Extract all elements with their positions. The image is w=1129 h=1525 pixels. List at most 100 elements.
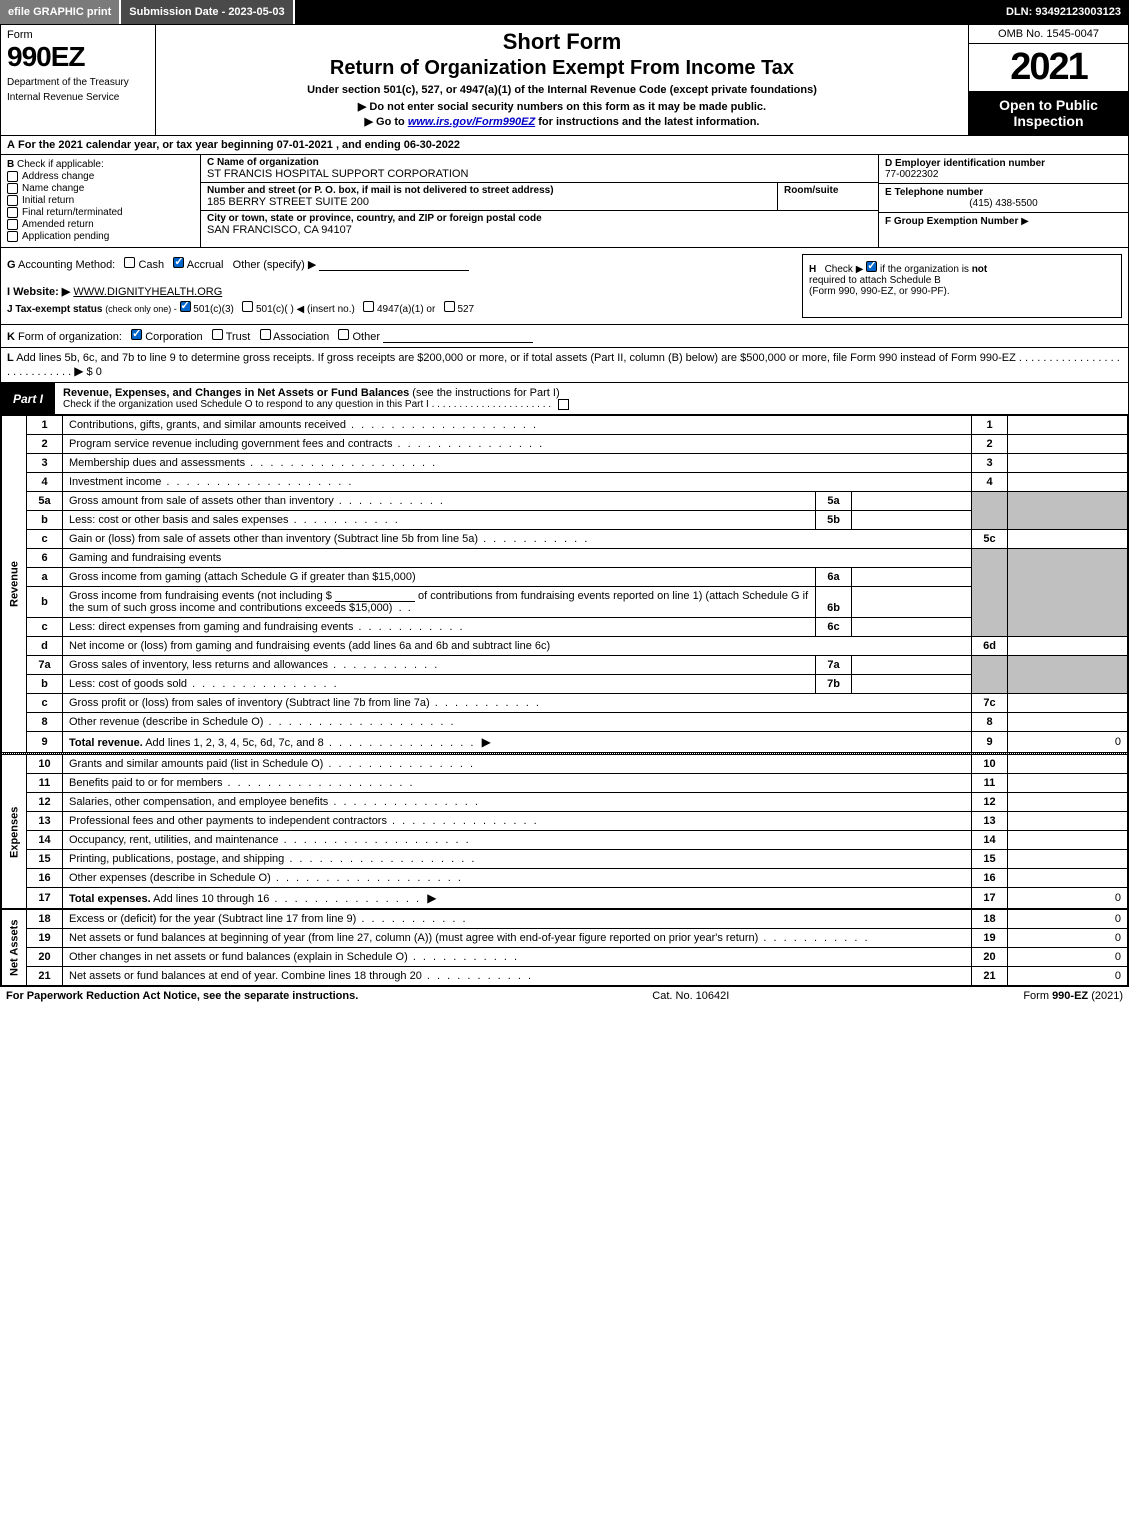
line-desc-text: Other revenue (describe in Schedule O) (69, 716, 456, 728)
line-12-row: 12 Salaries, other compensation, and emp… (2, 793, 1128, 812)
dept-irs: Internal Revenue Service (7, 92, 149, 103)
g-text: Accounting Method: (18, 259, 115, 271)
line-desc-text: Gross amount from sale of assets other t… (69, 495, 445, 507)
header-mid: Short Form Return of Organization Exempt… (156, 25, 968, 135)
gray-fill-cell (972, 492, 1008, 530)
checkbox-trust[interactable] (212, 329, 223, 340)
col-def: D Employer identification number 77-0022… (878, 155, 1128, 247)
line-6c-row: c Less: direct expenses from gaming and … (2, 618, 1128, 637)
group-exemption-row: F Group Exemption Number ▶ (879, 213, 1128, 230)
header-right: OMB No. 1545-0047 2021 Open to Public In… (968, 25, 1128, 135)
checkbox-4947[interactable] (363, 301, 374, 312)
line-9-bold: Total revenue. (69, 737, 143, 749)
line-box-num: 4 (972, 473, 1008, 492)
line-desc: Excess or (deficit) for the year (Subtra… (63, 910, 972, 929)
line-mid-val (852, 618, 972, 637)
efile-print-label: efile GRAPHIC print (8, 6, 111, 18)
line-mid-num: 6b (816, 587, 852, 618)
line-mid-num: 6c (816, 618, 852, 637)
city-row: City or town, state or province, country… (201, 211, 878, 238)
line-14-row: 14 Occupancy, rent, utilities, and maint… (2, 831, 1128, 850)
line-19-row: 19 Net assets or fund balances at beginn… (2, 929, 1128, 948)
schedule-o-checkbox[interactable] (558, 399, 569, 410)
open-to-public-inspection: Open to Public Inspection (969, 91, 1128, 135)
line-4-row: 4 Investment income 4 (2, 473, 1128, 492)
section-bcdef: B Check if applicable: Address change Na… (1, 155, 1128, 248)
col-b-checkboxes: B Check if applicable: Address change Na… (1, 155, 201, 247)
row-i-website: I Website: ▶ WWW.DIGNITYHEALTH.ORG (7, 285, 796, 298)
k-trust: Trust (226, 331, 251, 343)
checkbox-icon[interactable] (7, 219, 18, 230)
checkbox-other[interactable] (338, 329, 349, 340)
line-desc-text: Salaries, other compensation, and employ… (69, 796, 480, 808)
efile-print-cell: efile GRAPHIC print (0, 0, 121, 24)
footer-right-form: 990-EZ (1052, 990, 1088, 1002)
instruction-1: ▶ Do not enter social security numbers o… (164, 100, 960, 113)
line-box-num: 17 (972, 888, 1008, 909)
line-num: a (27, 568, 63, 587)
irs-link[interactable]: www.irs.gov/Form990EZ (408, 116, 535, 128)
row-a-label: A (7, 139, 15, 151)
part-1-title-paren: (see the instructions for Part I) (412, 387, 559, 399)
col-c-org-info: C Name of organization ST FRANCIS HOSPIT… (201, 155, 878, 247)
line-desc: Salaries, other compensation, and employ… (63, 793, 972, 812)
line-desc: Professional fees and other payments to … (63, 812, 972, 831)
line-desc-text: Grants and similar amounts paid (list in… (69, 758, 475, 770)
checkbox-501c[interactable] (242, 301, 253, 312)
arrow-icon: ▶ (427, 891, 436, 905)
line-box-val: 0 (1008, 910, 1128, 929)
row-h-box: H Check ▶ if the organization is not req… (802, 254, 1122, 318)
checkbox-icon[interactable] (7, 171, 18, 182)
footer-right-pre: Form (1023, 990, 1052, 1002)
line-desc-text: Printing, publications, postage, and shi… (69, 853, 476, 865)
line-desc: Less: direct expenses from gaming and fu… (63, 618, 816, 637)
checkbox-icon[interactable] (7, 183, 18, 194)
j-opt2b: ) ◀ (insert no.) (290, 304, 354, 315)
row-ghij: G Accounting Method: Cash Accrual Other … (1, 248, 1128, 325)
line-box-val (1008, 694, 1128, 713)
line-desc: Gross income from fundraising events (no… (63, 587, 816, 618)
line-desc-text: Benefits paid to or for members (69, 777, 415, 789)
line-box-val (1008, 869, 1128, 888)
checkbox-association[interactable] (260, 329, 271, 340)
checkbox-cash[interactable] (124, 257, 135, 268)
checkbox-icon[interactable] (7, 195, 18, 206)
line-box-val (1008, 774, 1128, 793)
checkbox-icon[interactable] (7, 207, 18, 218)
j-sub: (check only one) - (105, 304, 177, 314)
line-box-num: 8 (972, 713, 1008, 732)
net-assets-side-label: Net Assets (2, 910, 27, 986)
check-amended-return: Amended return (7, 219, 194, 230)
line-mid-val (852, 587, 972, 618)
checkbox-527[interactable] (444, 301, 455, 312)
line-num: 15 (27, 850, 63, 869)
line-desc: Program service revenue including govern… (63, 435, 972, 454)
footer-left: For Paperwork Reduction Act Notice, see … (6, 990, 358, 1002)
k-corp: Corporation (145, 331, 202, 343)
checkbox-501c3-checked[interactable] (180, 301, 191, 312)
checkbox-schedule-b-checked[interactable] (866, 261, 877, 272)
line-desc-text: Professional fees and other payments to … (69, 815, 539, 827)
line-mid-num: 7a (816, 656, 852, 675)
line-mid-num: 6a (816, 568, 852, 587)
instr1-text: Do not enter social security numbers on … (369, 101, 766, 113)
b-label: B (7, 159, 14, 170)
line-18-row: Net Assets 18 Excess or (deficit) for th… (2, 910, 1128, 929)
part-1-sub-dots: . . . . . . . . . . . . . . . . . . . . … (432, 399, 551, 410)
line-desc: Other expenses (describe in Schedule O) (63, 869, 972, 888)
checkbox-accrual-checked[interactable] (173, 257, 184, 268)
line-box-num: 15 (972, 850, 1008, 869)
line-box-val: 0 (1008, 967, 1128, 986)
h-text3: required to attach Schedule B (809, 275, 941, 286)
checkbox-corporation-checked[interactable] (131, 329, 142, 340)
line-8-row: 8 Other revenue (describe in Schedule O)… (2, 713, 1128, 732)
line-21-row: 21 Net assets or fund balances at end of… (2, 967, 1128, 986)
net-assets-table: Net Assets 18 Excess or (deficit) for th… (1, 909, 1128, 986)
line-box-num: 12 (972, 793, 1008, 812)
part-1-tab: Part I (1, 388, 55, 410)
line-desc: Other changes in net assets or fund bala… (63, 948, 972, 967)
checkbox-icon[interactable] (7, 231, 18, 242)
line-num: 3 (27, 454, 63, 473)
h-label: H (809, 264, 816, 275)
tax-year: 2021 (969, 44, 1128, 91)
